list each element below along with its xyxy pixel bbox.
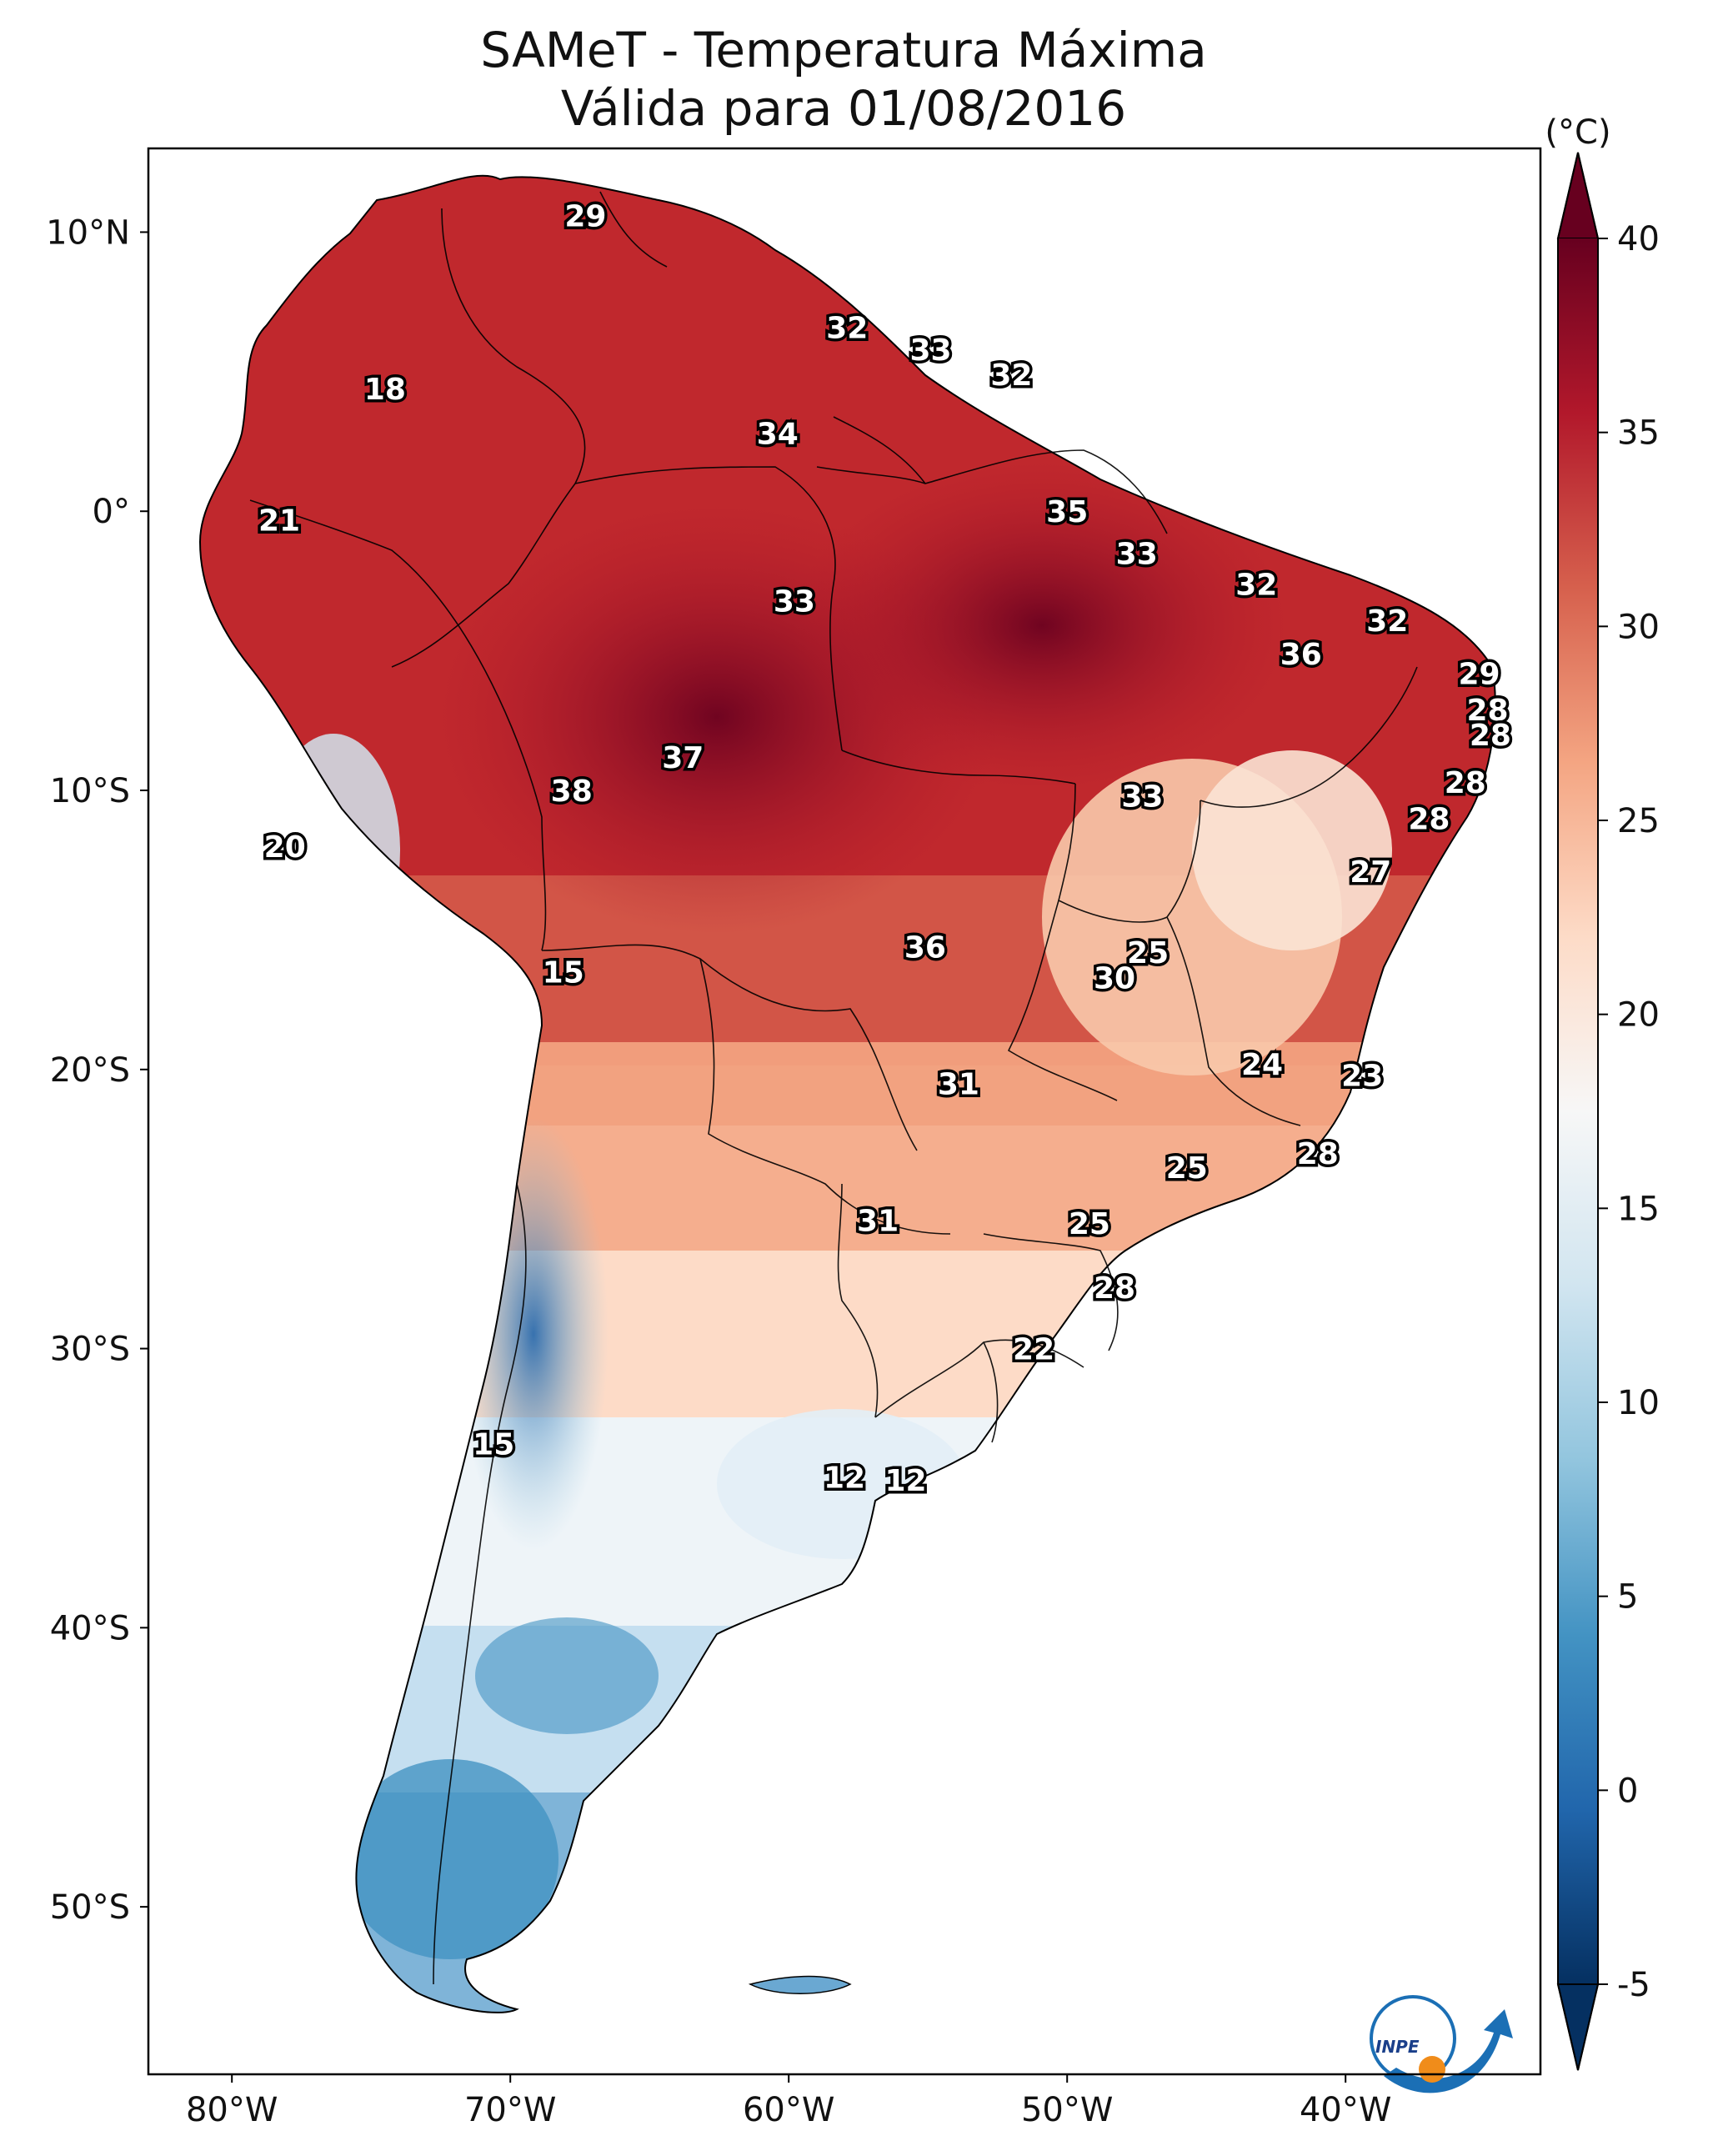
inpe-logo: INPE <box>1370 1995 1513 2093</box>
logo-arrow-icon <box>1384 2009 1513 2093</box>
lon-tick-label: 80°W <box>186 2091 278 2129</box>
colorbar-ticks: 40 35 30 25 20 15 10 5 0 -5 <box>1598 220 1660 2004</box>
country-borders <box>249 191 1418 1985</box>
station-label: 37 <box>662 741 704 775</box>
station-label: 32 <box>1235 568 1277 602</box>
station-label: 33 <box>1121 780 1163 815</box>
station-label: 20 <box>264 830 306 865</box>
station-label: 21 <box>258 504 300 538</box>
colorbar-max-extend-icon <box>1556 152 1600 239</box>
latitude-axis: 10°N 0° 10°S 20°S 30°S 40°S 50°S <box>46 213 148 1927</box>
station-label: 24 <box>1241 1048 1283 1082</box>
colorbar-body <box>1558 238 1598 1984</box>
station-label: 15 <box>473 1427 514 1462</box>
station-label: 15 <box>543 956 584 990</box>
lat-tick-label: 10°S <box>50 772 130 810</box>
map-title: SAMeT - Temperatura Máxima Válida para 0… <box>480 22 1207 137</box>
colorbar-min-extend-icon <box>1556 1983 1600 2071</box>
colorbar-tick-label: 5 <box>1617 1578 1638 1617</box>
station-label: 28 <box>1470 719 1511 753</box>
colorbar-tick-label: 15 <box>1617 1190 1660 1228</box>
station-label: 28 <box>1094 1271 1135 1306</box>
station-label: 25 <box>1127 936 1169 970</box>
lon-tick-label: 70°W <box>464 2091 556 2129</box>
colorbar: (°C) 40 35 30 25 20 15 10 5 0 -5 <box>1545 113 1660 2071</box>
station-label: 29 <box>564 199 606 233</box>
lat-tick-label: 50°S <box>50 1888 130 1927</box>
station-label: 33 <box>774 584 815 619</box>
title-line-1: SAMeT - Temperatura Máxima <box>480 22 1207 78</box>
station-label: 34 <box>757 418 799 452</box>
station-label: 32 <box>826 311 868 345</box>
station-label: 36 <box>1280 638 1322 672</box>
lon-tick-label: 40°W <box>1300 2091 1391 2129</box>
colorbar-tick-label: 35 <box>1617 414 1660 453</box>
lat-tick-label: 10°N <box>46 213 130 252</box>
station-label: 38 <box>551 775 593 809</box>
lat-tick-label: 30°S <box>50 1331 130 1369</box>
station-label: 32 <box>1366 604 1408 639</box>
lat-tick-label: 0° <box>93 493 130 531</box>
station-label: 28 <box>1408 803 1450 837</box>
station-label: 12 <box>884 1464 926 1498</box>
station-label: 30 <box>1094 961 1135 995</box>
station-label: 36 <box>904 931 946 965</box>
colorbar-tick-label: 10 <box>1617 1384 1660 1422</box>
station-label: 25 <box>1069 1207 1110 1241</box>
station-label: 31 <box>857 1205 899 1239</box>
map-frame <box>147 147 1542 2076</box>
station-label: 18 <box>364 373 406 407</box>
station-label: 23 <box>1341 1060 1383 1094</box>
colorbar-tick-label: -5 <box>1617 1966 1650 2004</box>
coastline <box>199 174 1496 2013</box>
lon-tick-label: 50°W <box>1021 2091 1113 2129</box>
colorbar-tick-label: 25 <box>1617 802 1660 840</box>
lat-tick-label: 20°S <box>50 1051 130 1090</box>
station-label: 22 <box>1013 1333 1054 1367</box>
title-line-2: Válida para 01/08/2016 <box>561 80 1126 137</box>
station-label: 28 <box>1466 694 1508 728</box>
logo-sun-icon <box>1419 2056 1445 2083</box>
colorbar-tick-label: 0 <box>1617 1772 1638 1810</box>
station-label: 33 <box>909 333 951 368</box>
colorbar-tick-label: 20 <box>1617 996 1660 1035</box>
colorbar-tick-label: 30 <box>1617 608 1660 646</box>
station-label: 35 <box>1046 495 1088 529</box>
lat-tick-label: 40°S <box>50 1609 130 1647</box>
station-label: 12 <box>824 1462 865 1496</box>
station-label: 27 <box>1350 855 1391 890</box>
station-label: 28 <box>1297 1137 1339 1171</box>
colorbar-unit-label: (°C) <box>1545 113 1610 152</box>
station-label: 25 <box>1166 1151 1208 1186</box>
station-label: 31 <box>938 1068 979 1102</box>
station-label: 32 <box>990 358 1032 393</box>
station-label: 29 <box>1458 657 1500 691</box>
lon-tick-label: 60°W <box>743 2091 834 2129</box>
logo-text: INPE <box>1375 2037 1420 2057</box>
station-label: 28 <box>1445 766 1486 800</box>
longitude-axis: 80°W 70°W 60°W 50°W 40°W <box>186 2074 1391 2129</box>
colorbar-tick-label: 40 <box>1617 220 1660 258</box>
station-label: 33 <box>1116 537 1158 571</box>
